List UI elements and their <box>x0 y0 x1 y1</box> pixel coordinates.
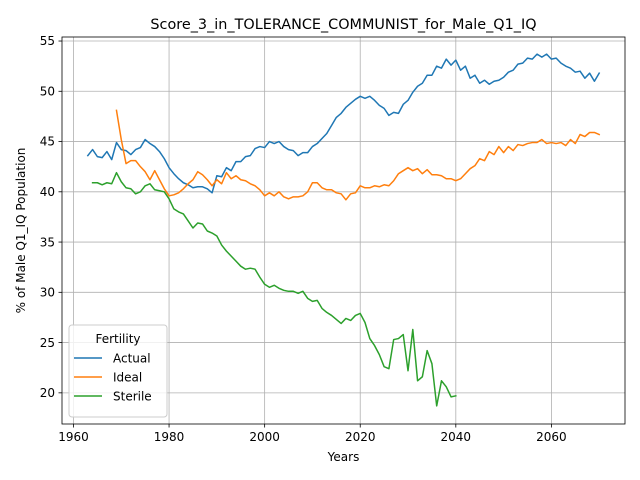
legend-box <box>68 324 168 418</box>
series-line-ideal <box>115 109 601 201</box>
series-line-sterile <box>91 171 457 407</box>
x-tick-label: 1960 <box>58 430 89 444</box>
y-tick-label: 45 <box>40 135 55 149</box>
x-tick-label: 2060 <box>536 430 567 444</box>
legend-entries: Actual Ideal Sterile <box>74 352 152 404</box>
y-tick-label: 55 <box>40 34 55 48</box>
chart-title: Score_3_in_TOLERANCE_COMMUNIST_for_Male_… <box>150 17 536 33</box>
y-tick-label: 40 <box>40 185 55 199</box>
x-axis-ticks: 1960 1980 2000 2020 2040 2060 <box>58 424 567 444</box>
y-axis-ticks: 20 25 30 35 40 45 50 55 <box>40 34 62 400</box>
legend-label-sterile: Sterile <box>113 390 152 404</box>
series-line-actual <box>86 53 601 194</box>
plot-area-frame <box>61 36 626 425</box>
legend: Fertility Actual Ideal Sterile <box>68 324 168 418</box>
x-axis-label: Years <box>327 450 360 464</box>
x-tick-label: 2040 <box>441 430 472 444</box>
y-tick-label: 35 <box>40 235 55 249</box>
legend-label-ideal: Ideal <box>113 371 142 385</box>
x-tick-label: 2000 <box>249 430 280 444</box>
y-axis-label: % of Male Q1_IQ Population <box>14 148 28 314</box>
series-lines <box>86 53 601 407</box>
y-tick-label: 30 <box>40 286 55 300</box>
y-tick-label: 50 <box>40 84 55 98</box>
x-tick-label: 2020 <box>345 430 376 444</box>
legend-title: Fertility <box>95 332 140 346</box>
y-tick-label: 20 <box>40 386 55 400</box>
y-tick-label: 25 <box>40 336 55 350</box>
x-tick-label: 1980 <box>154 430 185 444</box>
legend-label-actual: Actual <box>113 352 151 366</box>
